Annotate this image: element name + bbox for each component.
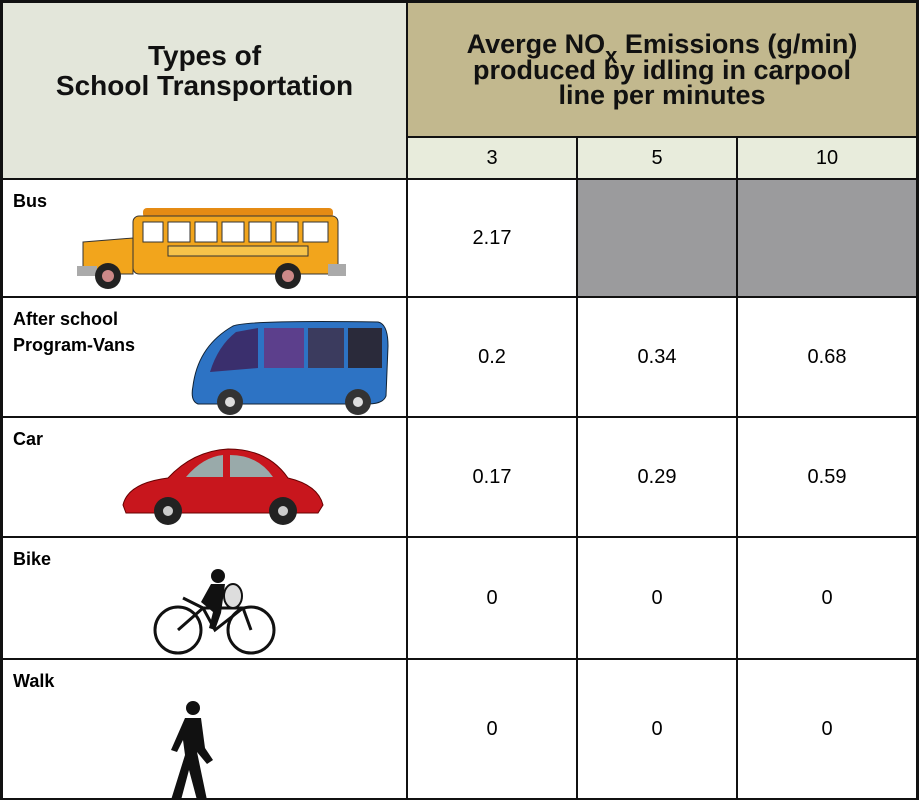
icon-part bbox=[225, 397, 235, 407]
minute-header: 3 bbox=[408, 138, 578, 180]
value-cell: 0.34 bbox=[578, 298, 738, 418]
icon-part bbox=[222, 222, 244, 242]
icon-part bbox=[282, 270, 294, 282]
icon-part bbox=[303, 222, 328, 242]
icon-part bbox=[77, 266, 97, 276]
row-label: Walk bbox=[3, 660, 406, 694]
header-line: Types of bbox=[148, 41, 261, 71]
header-line: produced by idling in carpool bbox=[473, 58, 851, 83]
value-cell: 0 bbox=[738, 660, 916, 800]
value-cell: 0.59 bbox=[738, 418, 916, 538]
header-line: School Transportation bbox=[56, 71, 353, 101]
header-text: Emissions (g/min) bbox=[617, 29, 857, 59]
icon-part bbox=[163, 506, 173, 516]
icon-part bbox=[308, 328, 344, 368]
empty-cell bbox=[578, 180, 738, 298]
transport-icon bbox=[163, 700, 223, 800]
header-text: Averge NO bbox=[467, 29, 606, 59]
icon-part bbox=[171, 718, 213, 800]
subscript: x bbox=[605, 43, 617, 68]
minute-header: 5 bbox=[578, 138, 738, 180]
page: Types of School Transportation Averge NO… bbox=[0, 0, 919, 800]
transport-icon bbox=[118, 443, 328, 528]
header-line: Averge NOx Emissions (g/min) bbox=[467, 32, 858, 58]
value-cell: 0 bbox=[578, 660, 738, 800]
row-label-cell: Bus bbox=[3, 180, 408, 298]
icon-part bbox=[249, 222, 271, 242]
icon-part bbox=[224, 584, 242, 608]
empty-cell bbox=[738, 180, 916, 298]
value-cell: 0.17 bbox=[408, 418, 578, 538]
transport-icon bbox=[153, 568, 278, 658]
icon-part bbox=[143, 222, 163, 242]
value-cell: 0 bbox=[408, 538, 578, 660]
value-cell: 0 bbox=[578, 538, 738, 660]
emissions-table: Types of School Transportation Averge NO… bbox=[0, 0, 919, 800]
icon-part bbox=[195, 222, 217, 242]
value-cell: 0.29 bbox=[578, 418, 738, 538]
header-line: line per minutes bbox=[558, 83, 765, 108]
icon-part bbox=[211, 569, 225, 583]
icon-part bbox=[353, 397, 363, 407]
type-header: Types of School Transportation bbox=[3, 3, 408, 180]
emissions-header: Averge NOx Emissions (g/min) produced by… bbox=[408, 3, 916, 138]
value-cell: 0.2 bbox=[408, 298, 578, 418]
icon-part bbox=[328, 264, 346, 276]
minute-header: 10 bbox=[738, 138, 916, 180]
row-label-cell: Bike bbox=[3, 538, 408, 660]
label-line: Walk bbox=[13, 668, 406, 694]
icon-part bbox=[168, 222, 190, 242]
icon-part bbox=[102, 270, 114, 282]
value-cell: 0 bbox=[408, 660, 578, 800]
value-cell: 0 bbox=[738, 538, 916, 660]
value-cell: 2.17 bbox=[408, 180, 578, 298]
icon-part bbox=[264, 328, 304, 368]
icon-part bbox=[186, 701, 200, 715]
icon-part bbox=[278, 506, 288, 516]
value-cell: 0.68 bbox=[738, 298, 916, 418]
transport-icon bbox=[73, 202, 353, 292]
row-label-cell: Walk bbox=[3, 660, 408, 800]
icon-part bbox=[348, 328, 382, 368]
row-label-cell: Car bbox=[3, 418, 408, 538]
row-label: Bike bbox=[3, 538, 406, 572]
icon-part bbox=[168, 246, 308, 256]
transport-icon bbox=[188, 316, 393, 416]
icon-part bbox=[276, 222, 298, 242]
